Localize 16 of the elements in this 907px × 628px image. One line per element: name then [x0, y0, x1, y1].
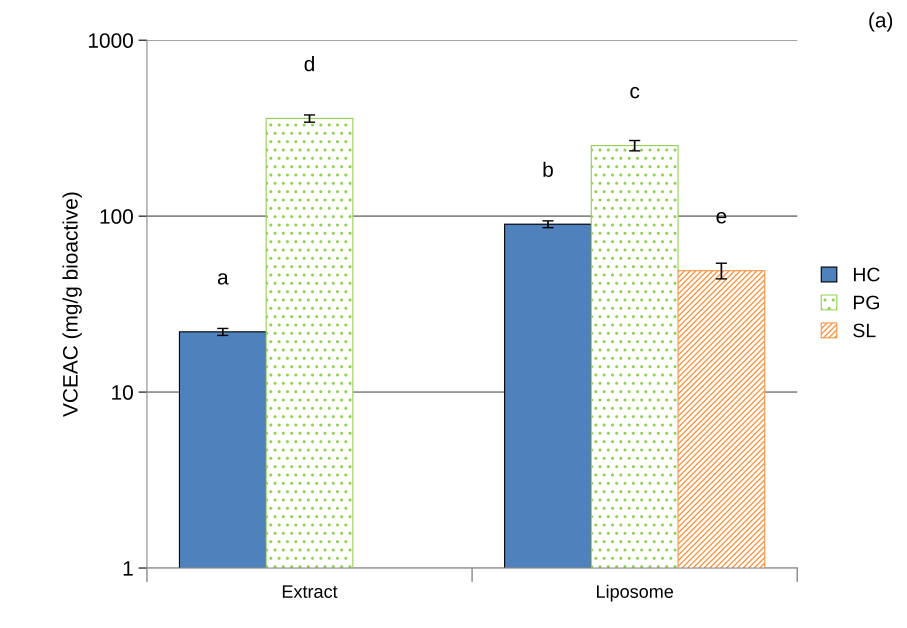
annotation: e — [716, 212, 726, 224]
legend-label: HC — [854, 268, 880, 282]
annotation: d — [304, 56, 314, 72]
x-tick-label: Liposome — [597, 584, 674, 602]
x-tick-label: Extract — [282, 585, 338, 598]
y-tick-label: 1000 — [88, 33, 133, 48]
y-tick-label: 10 — [112, 385, 133, 400]
y-axis-title: VCEAC (mg/g bioactive) — [62, 192, 82, 417]
legend-label: PG — [854, 296, 880, 310]
annotation: c — [630, 86, 640, 98]
y-tick-label: 100 — [100, 209, 133, 224]
annotation: b — [544, 162, 553, 177]
y-tick-label: 1 — [124, 561, 133, 576]
legend-label: SL — [853, 324, 876, 338]
annotation: a — [218, 273, 229, 285]
text: (a) — [869, 12, 892, 32]
